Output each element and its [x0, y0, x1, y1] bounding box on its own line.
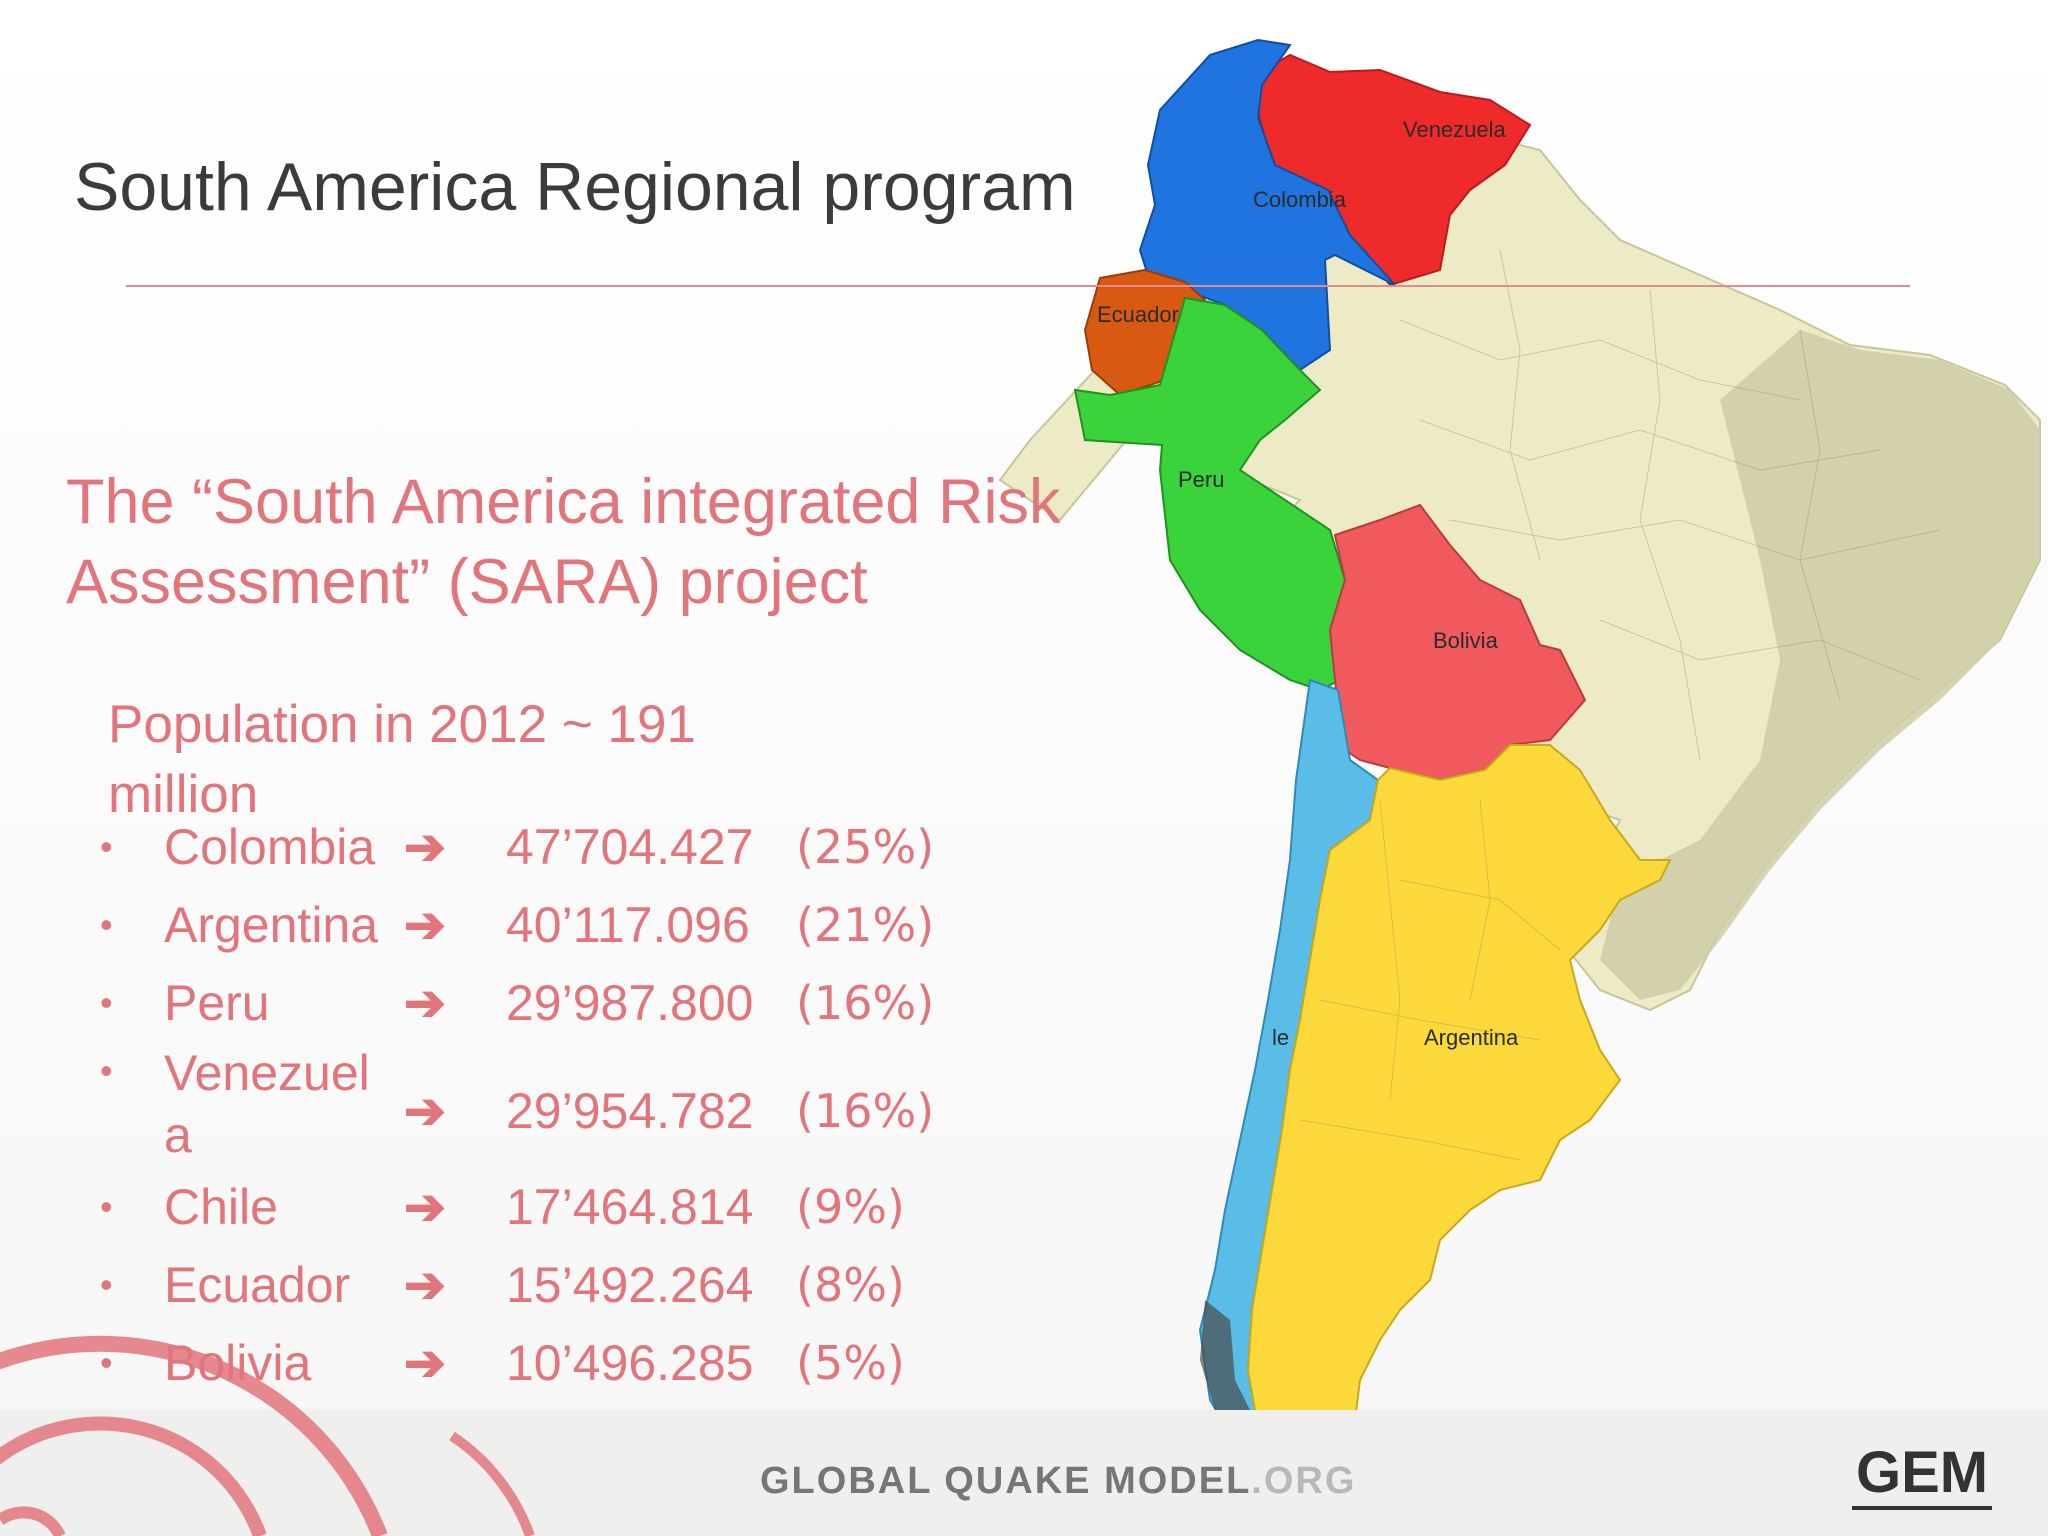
- map-label-bolivia: Bolivia: [1433, 628, 1499, 653]
- svg-text:Ecuador: Ecuador: [1097, 302, 1179, 327]
- population-share: (9%): [796, 1180, 905, 1234]
- list-item: • Colombia ➔ 47’704.427 (25%): [0, 818, 960, 898]
- country-name: Venezuel a: [164, 1045, 370, 1163]
- population-share: (16%): [796, 976, 935, 1030]
- footer-brand-suffix: .ORG: [1251, 1460, 1357, 1502]
- population-share: (16%): [796, 1084, 935, 1138]
- population-share: (25%): [796, 820, 935, 874]
- population-share: (8%): [796, 1258, 905, 1312]
- map-label-argentina: Argentina: [1424, 1025, 1519, 1050]
- bullet: •: [100, 1342, 113, 1383]
- population-value: 29’954.782: [506, 1083, 754, 1139]
- list-item: • Peru ➔ 29’987.800 (16%): [0, 974, 960, 1054]
- region-tierra-del-fuego: [1200, 1300, 1300, 1470]
- slide-title: South America Regional program: [74, 149, 1076, 225]
- bullet: •: [100, 1186, 113, 1227]
- list-item: • Chile ➔ 17’464.814 (9%): [0, 1178, 960, 1258]
- bullet: •: [100, 982, 113, 1023]
- country-name: Chile: [164, 1179, 278, 1235]
- list-item: • Argentina ➔ 40’117.096 (21%): [0, 896, 960, 976]
- gem-logo: GEM: [1852, 1440, 1993, 1510]
- map-label-ecuador: Ecuador: [1097, 302, 1179, 327]
- arrow-right-icon: ➔: [404, 819, 446, 875]
- region-peru: [1073, 296, 1347, 692]
- arrow-right-icon: ➔: [404, 897, 446, 953]
- bullet: •: [100, 1264, 113, 1305]
- title-divider: [126, 285, 1910, 287]
- list-item: • Bolivia ➔ 10’496.285 (5%): [0, 1334, 960, 1414]
- list-item: • Venezuel a ➔ 29’954.782 (16%): [0, 1042, 960, 1163]
- region-argentina: [1246, 744, 1672, 1482]
- population-summary: Population in 2012 ~ 191 million: [108, 695, 696, 824]
- map-label-venezuela: Venezuela: [1403, 117, 1507, 142]
- population-value: 29’987.800: [506, 975, 754, 1031]
- region-brazil-east: [1600, 330, 2040, 1000]
- population-share: (5%): [796, 1336, 905, 1390]
- arrow-right-icon: ➔: [404, 1179, 446, 1235]
- country-name: Ecuador: [164, 1257, 351, 1313]
- bullet: •: [100, 1050, 113, 1091]
- country-name: Colombia: [164, 819, 376, 875]
- map-label-chile: le: [1272, 1025, 1289, 1050]
- population-value: 17’464.814: [506, 1179, 754, 1235]
- region-colombia: [1138, 38, 1396, 372]
- map-label-colombia: Colombia: [1253, 187, 1347, 212]
- bullet: •: [100, 826, 113, 867]
- population-value: 40’117.096: [506, 897, 750, 953]
- map-label-peru: Peru: [1178, 467, 1224, 492]
- country-name: Peru: [164, 975, 270, 1031]
- population-value: 10’496.285: [506, 1335, 754, 1391]
- country-name: Argentina: [164, 897, 379, 953]
- arrow-right-icon: ➔: [404, 1335, 446, 1391]
- population-value: 15’492.264: [506, 1257, 754, 1313]
- svg-text:Bolivia: Bolivia: [1433, 628, 1499, 653]
- footer-brand: GLOBAL QUAKE MODEL.ORG: [760, 1460, 1356, 1503]
- svg-text:Colombia: Colombia: [1253, 187, 1347, 212]
- arrow-right-icon: ➔: [404, 1083, 446, 1139]
- list-item: • Ecuador ➔ 15’492.264 (8%): [0, 1256, 960, 1336]
- decorative-arcs: [0, 1335, 535, 1536]
- admin-boundaries: [1299, 249, 1941, 1161]
- svg-text:Peru: Peru: [1178, 467, 1224, 492]
- arrow-right-icon: ➔: [404, 975, 446, 1031]
- bullet: •: [100, 904, 113, 945]
- svg-text:Venezuela: Venezuela: [1403, 117, 1507, 142]
- project-subtitle: The “South America integrated Risk Asses…: [66, 467, 1061, 617]
- arrow-right-icon: ➔: [404, 1257, 446, 1313]
- population-share: (21%): [796, 898, 935, 952]
- svg-text:le: le: [1272, 1025, 1289, 1050]
- population-value: 47’704.427: [506, 819, 754, 875]
- footer-brand-name: GLOBAL QUAKE MODEL: [760, 1460, 1252, 1502]
- svg-text:Argentina: Argentina: [1424, 1025, 1519, 1050]
